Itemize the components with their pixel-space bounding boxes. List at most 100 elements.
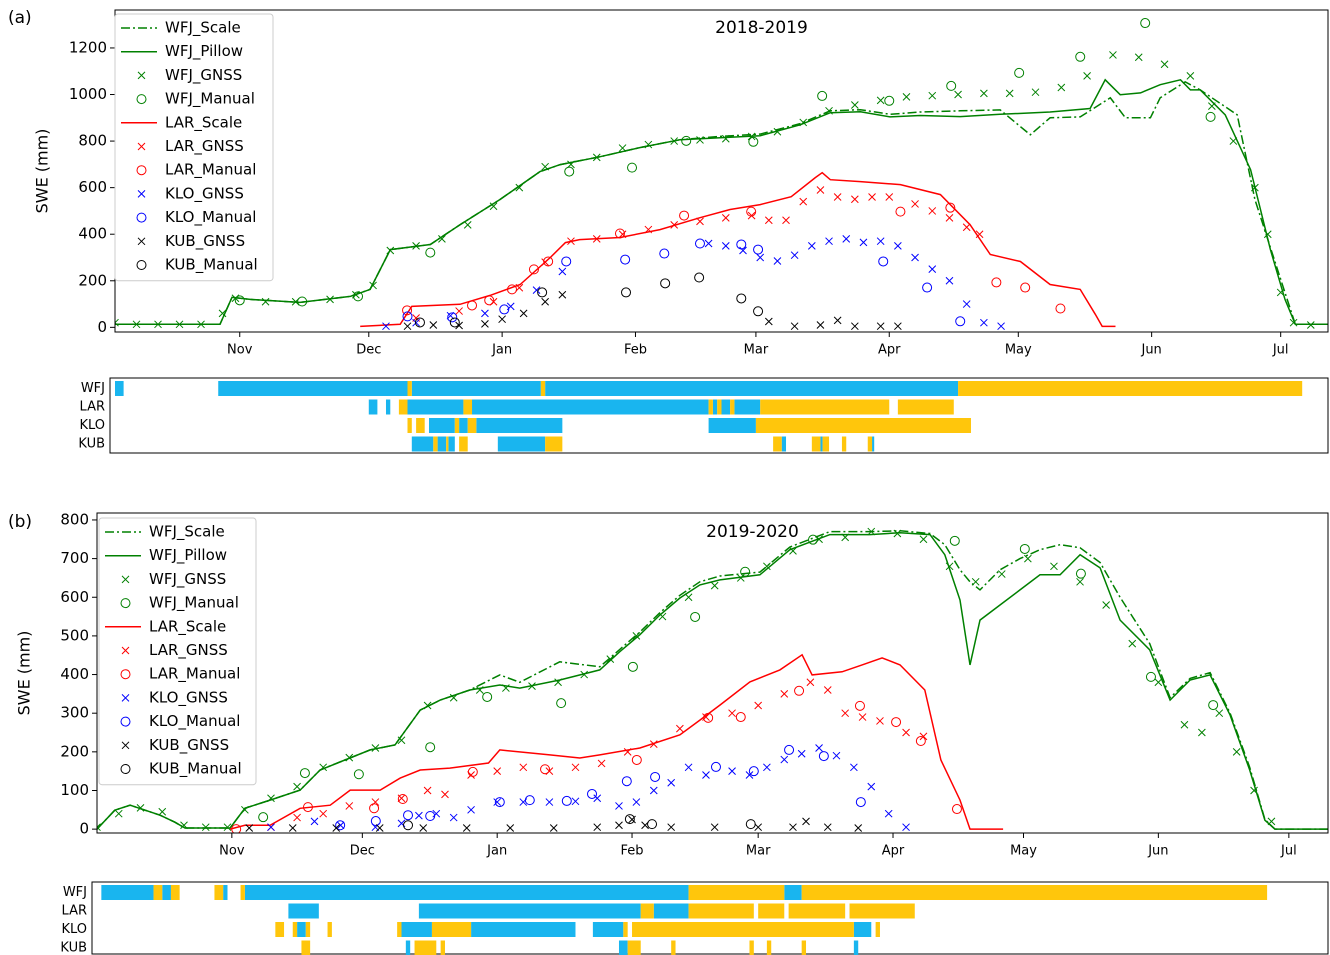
gnss-marker <box>1050 562 1058 571</box>
state-span <box>801 940 807 955</box>
manual-marker <box>620 254 631 265</box>
gnss-marker <box>971 577 980 586</box>
series-line <box>229 653 1004 830</box>
state-span <box>431 922 472 937</box>
state-span <box>592 922 624 937</box>
gnss-marker <box>1076 577 1084 586</box>
gnss-marker <box>267 823 275 832</box>
gnss-marker <box>841 709 850 718</box>
gnss-marker <box>293 813 301 822</box>
gnss-marker <box>658 612 667 621</box>
legend-label: KLO_GNSS <box>149 688 228 707</box>
gnss-marker <box>467 805 475 814</box>
gnss-marker <box>293 782 301 791</box>
x-tick-label: Feb <box>624 343 647 358</box>
gnss-marker <box>802 817 810 826</box>
gnss-marker <box>859 238 868 247</box>
manual-marker <box>915 736 926 747</box>
state-span <box>632 922 854 937</box>
manual-marker <box>895 206 906 217</box>
state-span <box>397 922 402 937</box>
gnss-marker <box>319 763 328 772</box>
gnss-marker <box>571 797 580 806</box>
state-span <box>153 885 163 900</box>
state-span <box>327 922 332 937</box>
gnss-marker <box>493 767 502 776</box>
series-line <box>115 78 1328 326</box>
state-frame <box>91 881 1329 955</box>
gnss-marker <box>945 562 954 571</box>
state-span <box>773 436 782 452</box>
state-span <box>218 381 408 396</box>
state-span <box>766 940 772 955</box>
gnss-marker <box>115 318 119 327</box>
state-span <box>671 940 676 955</box>
gnss-marker <box>676 724 684 733</box>
gnss-marker <box>704 239 713 248</box>
manual-marker <box>537 287 548 298</box>
legend-label: LAR_Manual <box>149 665 240 684</box>
state-span <box>407 399 464 415</box>
state-span <box>734 399 761 415</box>
legend-label: WFJ_Manual <box>165 90 255 109</box>
manual-marker <box>540 764 551 775</box>
gnss-marker <box>945 276 954 285</box>
state-row-label: KUB <box>60 941 87 955</box>
gnss-marker <box>850 195 859 204</box>
y-tick-label: 400 <box>78 225 107 243</box>
manual-marker <box>955 316 966 327</box>
gnss-marker <box>702 771 710 779</box>
manual-marker <box>414 317 425 328</box>
gnss-marker <box>721 134 730 143</box>
manual-marker <box>297 296 308 307</box>
y-tick-label: 800 <box>78 132 107 150</box>
manual-marker <box>403 810 414 821</box>
gnss-marker <box>728 767 736 776</box>
state-span <box>407 418 412 433</box>
panel-label: (a) <box>8 8 32 28</box>
state-row-label: WFJ <box>63 885 87 900</box>
gnss-marker <box>397 736 406 745</box>
gnss-marker <box>319 809 328 818</box>
gnss-marker <box>549 824 558 832</box>
gnss-marker <box>618 144 627 152</box>
legend-marker <box>121 741 130 750</box>
manual-marker <box>753 244 764 255</box>
gnss-marker <box>345 753 354 762</box>
manual-marker <box>1145 671 1156 682</box>
gnss-marker <box>1215 709 1224 718</box>
gnss-marker <box>833 316 842 325</box>
state-span <box>214 885 224 900</box>
state-span <box>297 922 306 937</box>
gnss-marker <box>615 802 623 810</box>
gnss-marker <box>876 322 885 331</box>
state-span <box>822 436 830 452</box>
manual-marker <box>627 162 638 173</box>
gnss-marker <box>667 823 676 832</box>
state-span <box>758 903 785 919</box>
state-span <box>101 885 154 900</box>
manual-marker <box>543 256 554 267</box>
manual-marker <box>1140 18 1151 29</box>
gnss-marker <box>345 802 354 810</box>
gnss-marker <box>1263 230 1272 239</box>
manual-marker <box>402 305 413 316</box>
manual-marker <box>794 685 805 696</box>
gnss-marker <box>670 221 679 229</box>
gnss-marker <box>773 257 782 265</box>
gnss-marker <box>1208 102 1216 111</box>
panel-title: 2018-2019 <box>715 18 808 38</box>
gnss-marker <box>475 686 484 694</box>
manual-marker <box>425 810 436 821</box>
gnss-marker <box>721 214 730 222</box>
panel-title: 2019-2020 <box>706 522 799 542</box>
gnss-marker <box>858 713 867 721</box>
state-span <box>446 436 449 452</box>
y-tick-label: 600 <box>78 178 107 196</box>
gnss-marker <box>201 823 210 832</box>
gnss-marker <box>807 242 816 250</box>
gnss-marker <box>558 290 567 299</box>
legend-label: WFJ_GNSS <box>149 570 226 589</box>
state-row-label: WFJ <box>81 381 105 396</box>
gnss-marker <box>632 632 641 640</box>
